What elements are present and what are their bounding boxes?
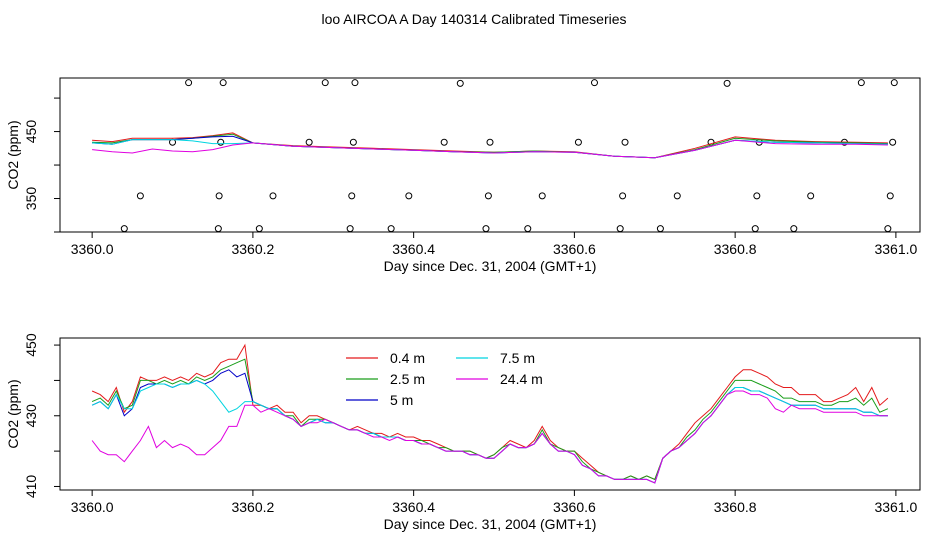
data-point xyxy=(217,138,225,146)
x-tick-label: 3360.8 xyxy=(714,241,757,257)
legend-label: 2.5 m xyxy=(390,371,425,387)
legend-label: 5 m xyxy=(390,392,413,408)
series-line-0-4-m xyxy=(91,343,889,481)
data-point xyxy=(482,225,490,233)
x-tick-label: 3360.0 xyxy=(71,499,114,515)
x-tick-label: 3360.8 xyxy=(714,499,757,515)
data-point xyxy=(255,225,263,233)
series-line-2-5-m xyxy=(91,358,889,481)
x-tick-label: 3360.2 xyxy=(231,241,274,257)
series-line-5-m xyxy=(91,369,888,484)
data-point xyxy=(486,138,494,146)
data-point xyxy=(590,79,598,87)
data-point xyxy=(673,192,681,200)
data-point xyxy=(456,79,464,87)
data-point xyxy=(351,79,359,87)
legend: 0.4 m 2.5 m 5 m 7.5 m 24.4 m xyxy=(346,350,543,408)
y-tick-label: 450 xyxy=(23,333,39,357)
plot-frame xyxy=(59,337,921,491)
data-point xyxy=(890,79,898,87)
legend-item: 7.5 m xyxy=(456,350,535,366)
y-axis-label: CO2 (ppm) xyxy=(5,379,21,448)
data-point xyxy=(886,192,894,200)
x-tick-label: 3360.4 xyxy=(392,241,435,257)
data-point xyxy=(723,79,731,87)
series-line-0-4-m xyxy=(92,132,888,159)
x-tick-label: 3360.6 xyxy=(553,499,596,515)
data-point xyxy=(538,192,546,200)
data-point xyxy=(524,225,532,233)
data-point xyxy=(305,138,313,146)
legend-label: 7.5 m xyxy=(500,350,535,366)
data-point xyxy=(621,138,629,146)
panel-bottom: 3360.0 3360.2 3360.4 3360.6 3360.8 3361.0 Day … xyxy=(5,333,921,532)
legend-label: 0.4 m xyxy=(390,350,425,366)
y-tick-label: 350 xyxy=(23,187,39,211)
y-axis-label: CO2 (ppm) xyxy=(5,120,21,189)
legend-item: 24.4 m xyxy=(456,371,543,387)
data-point xyxy=(807,192,815,200)
y-tick-label: 450 xyxy=(23,120,39,144)
data-point xyxy=(889,138,897,146)
data-point xyxy=(656,225,664,233)
x-tick-label: 3360.6 xyxy=(553,241,596,257)
x-axis-label: Day since Dec. 31, 2004 (GMT+1) xyxy=(384,516,597,532)
data-point xyxy=(616,225,624,233)
series-line-7-5-m xyxy=(92,139,888,159)
legend-item: 0.4 m xyxy=(346,350,425,366)
x-tick-label: 3360.0 xyxy=(71,241,114,257)
data-point xyxy=(349,138,357,146)
data-point xyxy=(751,225,759,233)
data-point xyxy=(214,225,222,233)
data-point xyxy=(185,79,193,87)
y-tick-label: 430 xyxy=(23,404,39,428)
data-point xyxy=(219,79,227,87)
x-tick-label: 3361.0 xyxy=(874,241,917,257)
data-point xyxy=(387,225,395,233)
data-point xyxy=(440,138,448,146)
legend-label: 24.4 m xyxy=(500,371,543,387)
chart-title: loo AIRCOA A Day 140314 Calibrated Times… xyxy=(321,11,626,27)
data-point xyxy=(348,192,356,200)
series-line-24-4-m xyxy=(92,139,888,159)
data-point xyxy=(215,192,223,200)
data-point xyxy=(884,225,892,233)
series-line-2-5-m xyxy=(92,133,888,159)
data-point xyxy=(120,225,128,233)
data-point xyxy=(484,192,492,200)
data-point xyxy=(857,79,865,87)
y-tick-label: 410 xyxy=(23,475,39,499)
x-tick-label: 3361.0 xyxy=(874,499,917,515)
data-point xyxy=(136,192,144,200)
legend-item: 5 m xyxy=(346,392,413,408)
series-line-24-4-m xyxy=(91,390,888,484)
x-axis-label: Day since Dec. 31, 2004 (GMT+1) xyxy=(384,258,597,274)
data-point xyxy=(753,192,761,200)
x-tick-label: 3360.2 xyxy=(231,499,274,515)
data-point xyxy=(321,79,329,87)
legend-item: 2.5 m xyxy=(346,371,425,387)
data-point xyxy=(619,192,627,200)
data-point xyxy=(346,225,354,233)
panel-top: 3360.0 3360.2 3360.4 3360.6 3360.8 3361.0 Day … xyxy=(5,77,921,274)
data-point xyxy=(405,192,413,200)
data-point xyxy=(269,192,277,200)
data-point xyxy=(790,225,798,233)
plot-frame xyxy=(59,77,921,233)
x-tick-label: 3360.4 xyxy=(392,499,435,515)
data-point xyxy=(574,138,582,146)
series-line-7-5-m xyxy=(91,379,888,484)
